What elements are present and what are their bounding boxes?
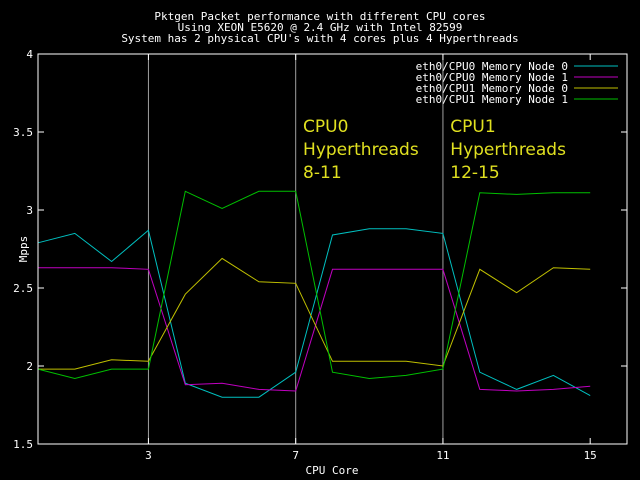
legend-entry-label-3: eth0/CPU1 Memory Node 0 — [416, 82, 568, 95]
x-tick-label: 7 — [292, 449, 299, 462]
series-line-1 — [37, 228, 591, 398]
series-line-4 — [37, 190, 591, 380]
y-tick-label: 2.5 — [13, 282, 33, 295]
y-tick-label: 2 — [26, 360, 33, 373]
annotation-2-line-3: 12-15 — [450, 163, 499, 183]
x-tick-label: 15 — [584, 449, 597, 462]
chart-title-line-1: Pktgen Packet performance with different… — [154, 10, 485, 23]
annotation-1-line-3: 8-11 — [303, 163, 342, 183]
y-tick-label: 3.5 — [13, 126, 33, 139]
grid-layer — [147, 54, 444, 444]
legend-entry-label-1: eth0/CPU0 Memory Node 0 — [416, 60, 568, 73]
series-layer — [37, 190, 591, 398]
annotation-2-line-1: CPU1 — [450, 117, 495, 137]
annotation-1-line-2: Hyperthreads — [303, 140, 419, 160]
y-ticks: 1.5 2 2.5 3 3.5 4 — [13, 48, 627, 451]
annotations: CPU0 Hyperthreads 8-11 CPU1 Hyperthreads 12-1… — [303, 117, 566, 183]
y-axis-label: Mpps — [17, 236, 30, 263]
annotation-1-line-1: CPU0 — [303, 117, 348, 137]
annotation-2-line-2: Hyperthreads — [450, 140, 566, 160]
y-tick-label: 1.5 — [13, 438, 33, 451]
y-tick-label: 4 — [26, 48, 33, 61]
series-line-2 — [38, 267, 591, 392]
series-line-3 — [38, 257, 591, 370]
plot-frame — [37, 53, 628, 445]
chart-title-line-3: System has 2 physical CPU's with 4 cores… — [121, 32, 518, 45]
y-tick-label: 3 — [26, 204, 33, 217]
chart-title-line-2: Using XEON E5620 @ 2.4 GHz with Intel 82… — [178, 21, 463, 34]
legend-entry-label-2: eth0/CPU0 Memory Node 1 — [416, 71, 568, 84]
x-ticks: 3 7 11 15 — [145, 54, 597, 462]
x-tick-label: 11 — [436, 449, 449, 462]
x-axis-label: CPU Core — [306, 464, 359, 477]
x-tick-label: 3 — [145, 449, 152, 462]
legend-entry-label-4: eth0/CPU1 Memory Node 1 — [416, 93, 568, 106]
